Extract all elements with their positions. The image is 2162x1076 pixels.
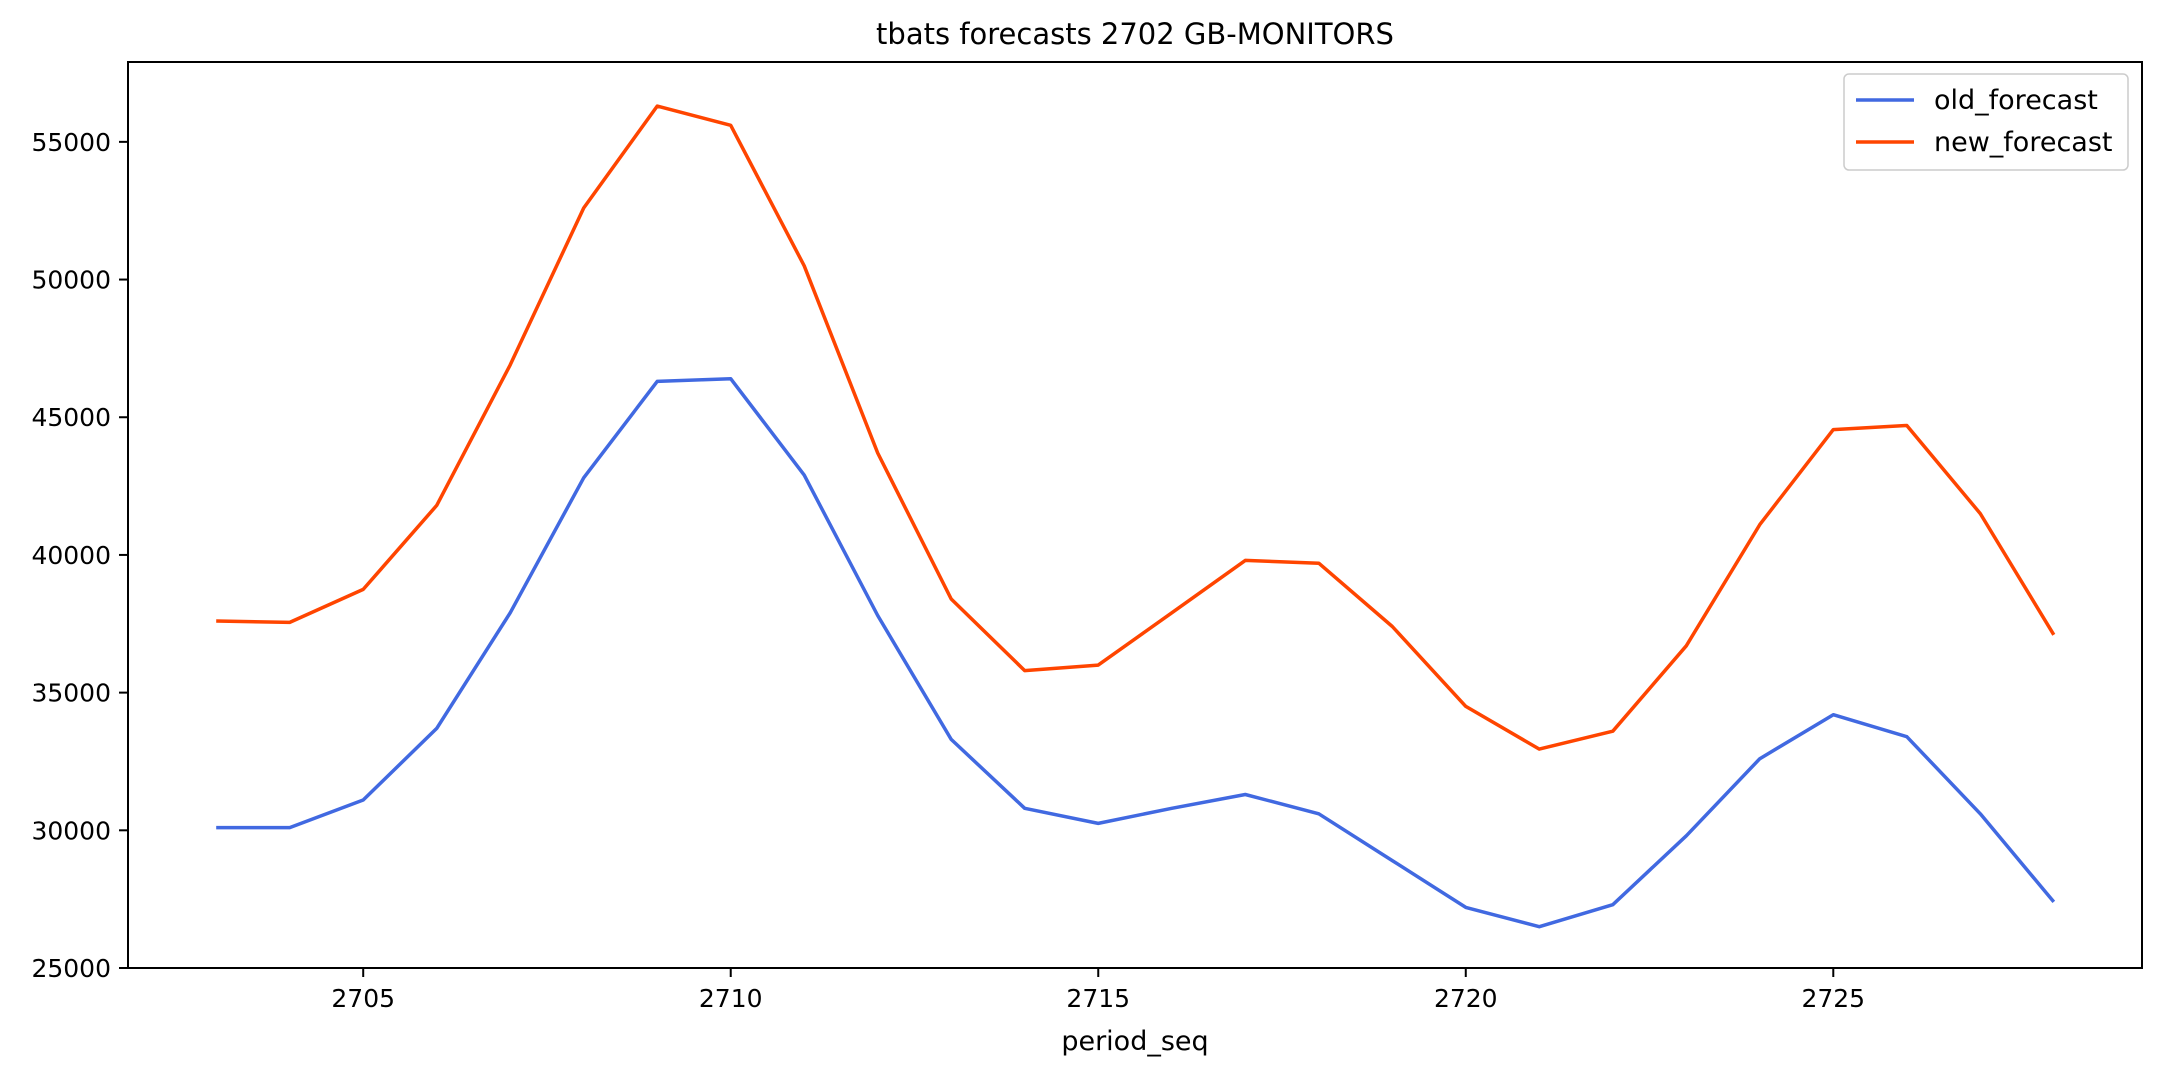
series-layer — [216, 104, 2056, 929]
y-tick-label: 25000 — [31, 954, 111, 983]
x-tick-label: 2725 — [1801, 984, 1865, 1013]
legend-box — [1843, 73, 2129, 171]
y-tick-label: 50000 — [31, 266, 111, 295]
x-tick-label: 2705 — [331, 984, 395, 1013]
y-tick-label: 30000 — [31, 816, 111, 845]
y-tick-label: 55000 — [31, 128, 111, 157]
y-tick-label: 45000 — [31, 403, 111, 432]
legend-label-new-forecast: new_forecast — [1934, 127, 2113, 158]
series-line-new-forecast — [216, 104, 2056, 751]
legend: old_forecast new_forecast — [1843, 73, 2129, 171]
chart-title: tbats forecasts 2702 GB-MONITORS — [876, 17, 1394, 51]
x-tick-label: 2715 — [1066, 984, 1130, 1013]
x-tick-label: 2720 — [1434, 984, 1498, 1013]
legend-label-old-forecast: old_forecast — [1934, 85, 2098, 116]
series-line-old-forecast — [216, 376, 2056, 929]
x-axis-label: period_seq — [1061, 1026, 1208, 1057]
axis-ticks: 2705 2710 2715 2720 2725 25000 30000 35000 40000… — [31, 128, 1865, 1013]
x-tick-label: 2710 — [699, 984, 763, 1013]
y-tick-label: 40000 — [31, 541, 111, 570]
y-tick-label: 35000 — [31, 679, 111, 708]
plot-frame — [127, 61, 2143, 969]
